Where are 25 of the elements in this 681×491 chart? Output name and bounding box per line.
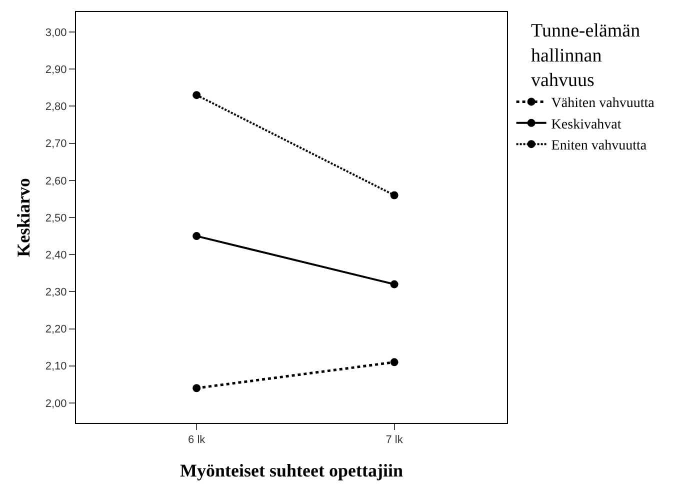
- y-tick-label: 2,50: [45, 212, 67, 224]
- y-tick-label: 2,00: [45, 398, 67, 410]
- y-tick-label: 2,20: [45, 324, 67, 336]
- x-tick-label: 7 lk: [386, 434, 404, 446]
- y-tick-label: 3,00: [45, 26, 67, 39]
- x-tick-label: 6 lk: [188, 434, 206, 446]
- point: [390, 280, 398, 288]
- y-tick-label: 2,30: [45, 286, 67, 299]
- legend-label: Vähiten vahvuutta: [551, 96, 656, 112]
- point: [390, 358, 398, 366]
- point: [192, 384, 201, 392]
- y-tick-label: 2,70: [45, 138, 67, 150]
- x-axis-title: Myönteiset suhteet opettajiin: [180, 460, 403, 480]
- point: [192, 232, 201, 240]
- point: [390, 191, 398, 200]
- y-tick-label: 2,60: [45, 175, 67, 188]
- y-tick-label: 2,80: [45, 101, 67, 114]
- legend-label: Keskivahvat: [551, 117, 622, 132]
- y-tick-label: 2,90: [45, 64, 67, 76]
- legend-label: Eniten vahvuutta: [551, 138, 648, 154]
- y-tick-label: 2,40: [45, 249, 67, 262]
- y-tick-label: 2,10: [45, 360, 67, 373]
- y-axis-title: Keskiarvo: [14, 178, 34, 257]
- legend-title: Tunne-elämän hallinnan vahvuus: [531, 20, 641, 92]
- point: [192, 91, 201, 100]
